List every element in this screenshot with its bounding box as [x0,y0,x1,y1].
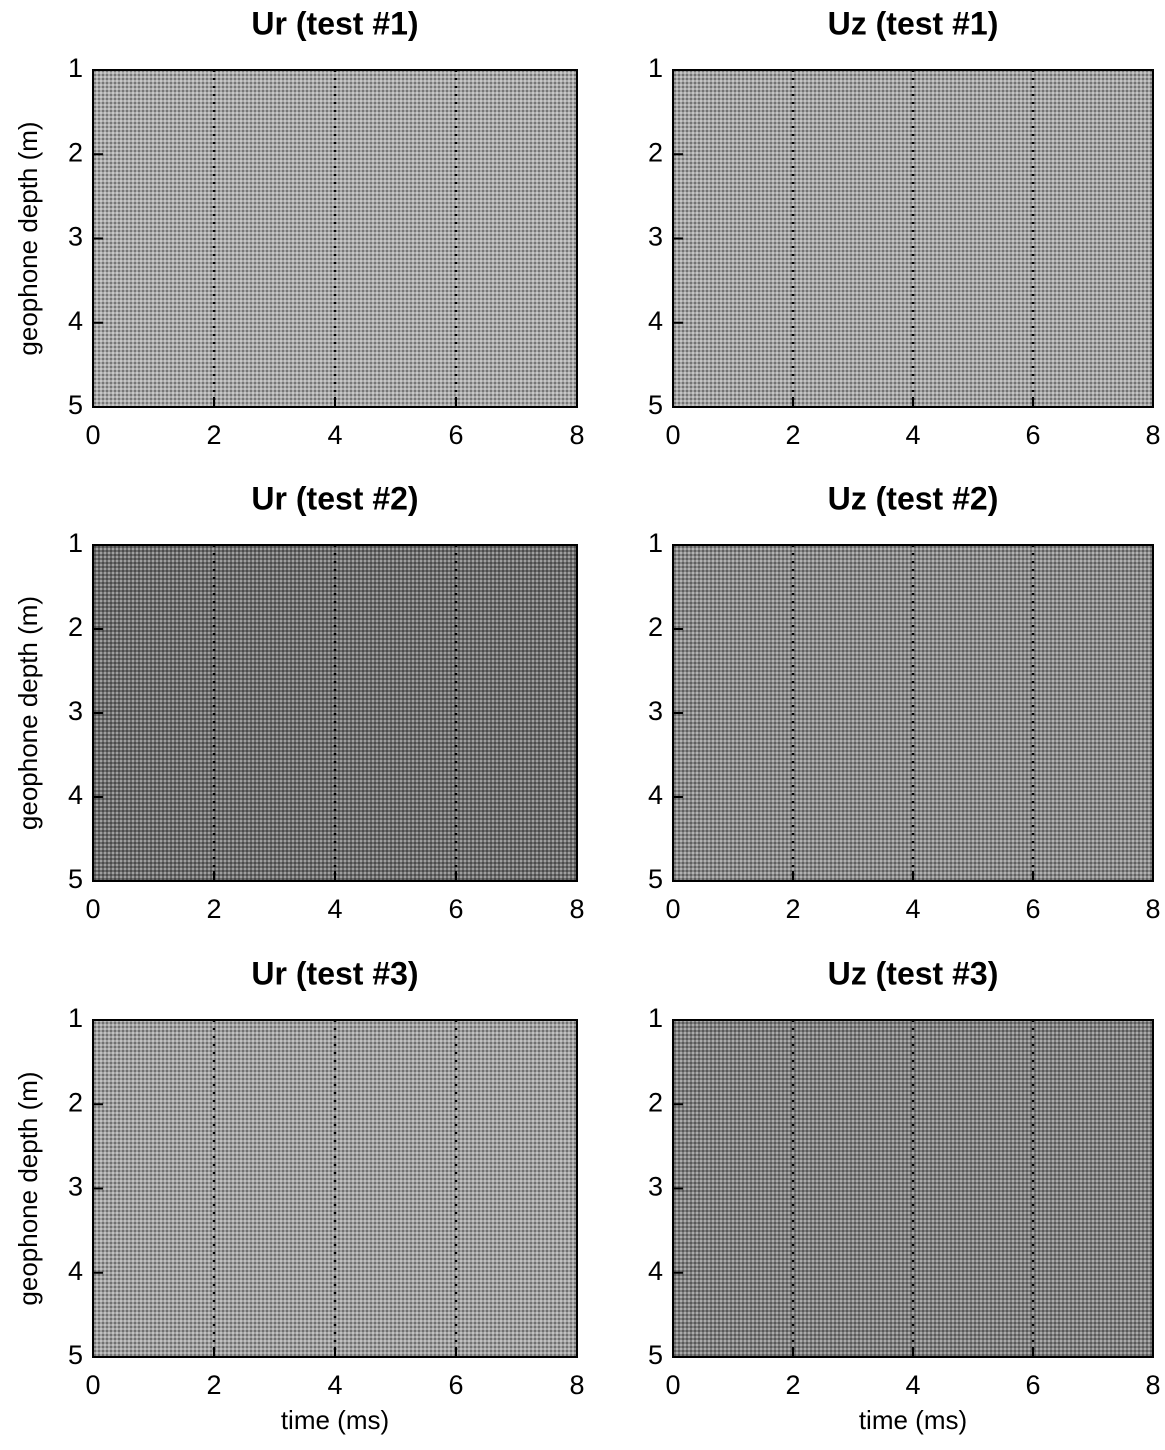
y-axis-label: geophone depth (m) [13,121,43,355]
x-tick-label: 4 [905,894,920,924]
x-axis-label: time (ms) [281,1405,389,1435]
panel-title: Ur (test #1) [251,5,418,41]
x-tick-label: 6 [1025,1370,1040,1400]
y-tick-label: 3 [648,696,663,726]
y-tick-label: 2 [648,612,663,642]
x-tick-label: 0 [665,1370,680,1400]
y-tick-label: 5 [68,1340,83,1370]
plot-frame [672,69,1154,408]
panel-title: Uz (test #2) [828,480,999,516]
x-tick-label: 8 [1145,420,1160,450]
x-tick-label: 6 [448,1370,463,1400]
x-tick-label: 2 [785,894,800,924]
panel-title: Ur (test #2) [251,480,418,516]
y-tick-label: 3 [648,222,663,252]
y-tick-label: 1 [68,53,83,83]
y-tick-label: 4 [68,306,83,336]
y-axis-label: geophone depth (m) [13,596,43,830]
y-tick-label: 5 [68,390,83,420]
plot-frame [92,544,578,882]
x-tick-label: 4 [327,894,342,924]
y-tick-label: 3 [68,222,83,252]
y-tick-label: 3 [68,696,83,726]
x-tick-label: 0 [665,420,680,450]
x-tick-label: 2 [206,1370,221,1400]
x-tick-label: 6 [448,420,463,450]
y-tick-label: 1 [68,528,83,558]
x-tick-label: 4 [905,420,920,450]
x-tick-label: 8 [569,894,584,924]
y-tick-label: 1 [648,53,663,83]
plot-frame [672,544,1154,882]
y-tick-label: 2 [68,612,83,642]
x-tick-label: 8 [1145,894,1160,924]
panel-title: Uz (test #1) [828,5,999,41]
plot-frame [92,69,578,408]
y-tick-label: 2 [648,137,663,167]
x-tick-label: 0 [85,420,100,450]
y-tick-label: 2 [68,1087,83,1117]
y-tick-label: 4 [648,780,663,810]
x-tick-label: 0 [665,894,680,924]
y-tick-label: 2 [68,137,83,167]
x-tick-label: 4 [327,420,342,450]
y-tick-label: 1 [68,1003,83,1033]
x-tick-label: 2 [785,1370,800,1400]
y-tick-label: 1 [648,1003,663,1033]
panel-title: Uz (test #3) [828,955,999,991]
x-tick-label: 2 [206,894,221,924]
x-tick-label: 8 [569,420,584,450]
x-tick-label: 8 [1145,1370,1160,1400]
x-tick-label: 2 [206,420,221,450]
y-tick-label: 4 [68,780,83,810]
y-tick-label: 5 [648,1340,663,1370]
plot-frame [672,1019,1154,1358]
x-tick-label: 8 [569,1370,584,1400]
panel-title: Ur (test #3) [251,955,418,991]
y-tick-label: 4 [648,1256,663,1286]
x-tick-label: 6 [1025,420,1040,450]
y-axis-label: geophone depth (m) [13,1071,43,1305]
y-tick-label: 3 [648,1172,663,1202]
x-tick-label: 6 [448,894,463,924]
y-tick-label: 2 [648,1087,663,1117]
x-axis-label: time (ms) [859,1405,967,1435]
y-tick-label: 1 [648,528,663,558]
y-tick-label: 5 [648,390,663,420]
x-tick-label: 4 [327,1370,342,1400]
y-tick-label: 3 [68,1172,83,1202]
x-tick-label: 2 [785,420,800,450]
y-tick-label: 4 [648,306,663,336]
x-tick-label: 6 [1025,894,1040,924]
x-tick-label: 4 [905,1370,920,1400]
plot-frame [92,1019,578,1358]
x-tick-label: 0 [85,1370,100,1400]
x-tick-label: 0 [85,894,100,924]
y-tick-label: 4 [68,1256,83,1286]
y-tick-label: 5 [68,864,83,894]
y-tick-label: 5 [648,864,663,894]
